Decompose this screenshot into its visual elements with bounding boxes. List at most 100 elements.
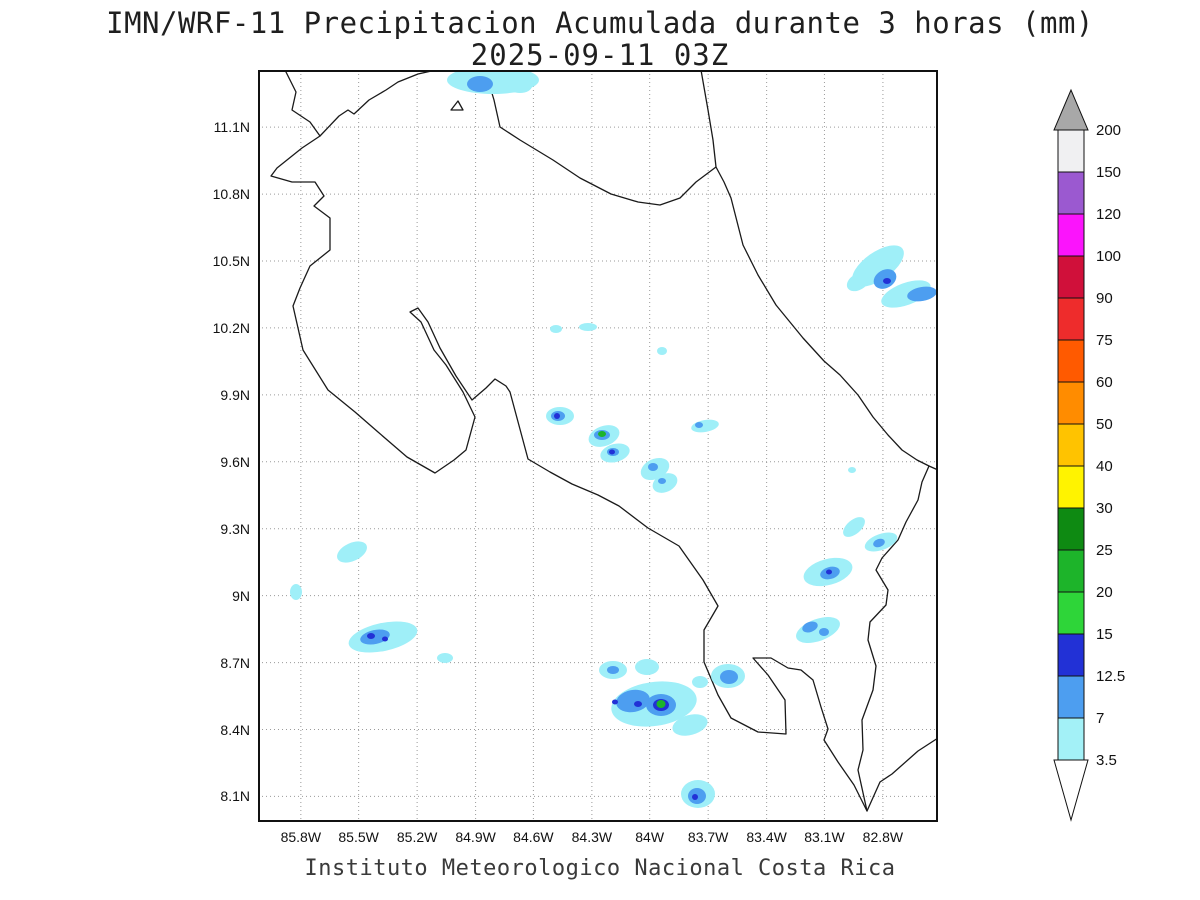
colorbar-segment bbox=[1057, 381, 1085, 425]
precip-cell-l1 bbox=[691, 419, 719, 433]
precip-cell-l1 bbox=[846, 272, 870, 292]
precip-cell-l2 bbox=[819, 628, 829, 636]
longitude-tick-label: 83.4W bbox=[746, 829, 787, 845]
precip-cell-l1 bbox=[550, 325, 562, 333]
coastline-path bbox=[857, 465, 930, 812]
coastline-path bbox=[700, 70, 938, 471]
colorbar-tick-label: 40 bbox=[1096, 458, 1113, 475]
longitude-tick-label: 84W bbox=[635, 829, 665, 845]
precip-cell-g bbox=[656, 700, 666, 708]
precip-cell-l1 bbox=[672, 714, 708, 736]
precip-cell-l3 bbox=[692, 794, 698, 800]
coastline-path bbox=[270, 70, 938, 812]
colorbar-segment bbox=[1057, 675, 1085, 719]
colorbar-segment bbox=[1057, 465, 1085, 509]
colorbar-tick-label: 60 bbox=[1096, 374, 1113, 391]
precip-cell-l3 bbox=[554, 413, 560, 419]
longitude-tick-label: 84.3W bbox=[571, 829, 613, 845]
precip-cell-l2 bbox=[695, 422, 703, 428]
longitude-tick-label: 85.2W bbox=[396, 829, 438, 845]
colorbar-tick-label: 20 bbox=[1096, 584, 1113, 601]
colorbar-segment bbox=[1057, 297, 1085, 341]
colorbar-tick-label: 75 bbox=[1096, 332, 1113, 349]
precip-cell-l1 bbox=[657, 347, 667, 355]
precip-cell-l2 bbox=[616, 689, 650, 713]
colorbar-tick-label: 50 bbox=[1096, 416, 1113, 433]
precip-cell-l2 bbox=[720, 670, 738, 684]
colorbar-segment bbox=[1057, 171, 1085, 215]
colorbar-segment bbox=[1057, 507, 1085, 551]
colorbar-below-range-triangle bbox=[1053, 759, 1089, 822]
precip-cell-l3 bbox=[609, 449, 615, 455]
precip-cell-l3 bbox=[883, 278, 891, 284]
longitude-tick-label: 83.1W bbox=[804, 829, 845, 845]
longitude-tick-label: 84.6W bbox=[513, 829, 554, 845]
precip-cell-l1 bbox=[848, 467, 856, 473]
precip-cell-l3 bbox=[382, 636, 388, 642]
colorbar-tick-label: 150 bbox=[1096, 164, 1121, 181]
coastline-path bbox=[450, 100, 464, 111]
colorbar-legend: 200 150 120 100 90 75 60 50 40 30 25 20 15 12.5 7 3.5 bbox=[1053, 88, 1125, 822]
precip-cell-l3 bbox=[826, 569, 832, 575]
latitude-tick-label: 10.5N bbox=[212, 253, 250, 269]
colorbar-tick-label: 3.5 bbox=[1096, 752, 1117, 769]
latitude-tick-label: 8.4N bbox=[220, 721, 250, 738]
longitude-tick-label: 82.8W bbox=[862, 829, 904, 845]
precip-cell-l1 bbox=[881, 280, 931, 308]
colorbar-tick-label: 120 bbox=[1096, 206, 1121, 223]
latitude-tick-label: 9.6N bbox=[220, 453, 250, 470]
precip-cell-l1 bbox=[692, 676, 708, 688]
precip-cell-g bbox=[598, 431, 606, 437]
coastline-path bbox=[319, 70, 437, 137]
colorbar-above-range-triangle bbox=[1053, 88, 1089, 131]
precip-cell-l1 bbox=[796, 617, 840, 643]
colorbar-segment bbox=[1057, 129, 1085, 173]
precip-cell-l1 bbox=[337, 541, 367, 563]
precip-cell-l2 bbox=[907, 286, 937, 302]
coastline-layer bbox=[270, 70, 938, 812]
precip-cell-l1 bbox=[437, 653, 453, 663]
latitude-tick-label: 10.2N bbox=[212, 319, 250, 336]
figure-title: IMN/WRF-11 Precipitacion Acumulada duran… bbox=[106, 6, 1094, 40]
colorbar-segment bbox=[1057, 255, 1085, 299]
precip-cell-l2 bbox=[802, 621, 818, 633]
latitude-tick-label: 8.1N bbox=[220, 788, 250, 805]
longitude-tick-label: 83.7W bbox=[687, 829, 729, 845]
map-plot-area bbox=[258, 70, 938, 822]
precip-cell-l2 bbox=[648, 463, 658, 471]
precip-cell-l3 bbox=[612, 699, 618, 705]
precip-cell-l1 bbox=[290, 584, 302, 600]
precip-cell-l1 bbox=[635, 659, 659, 675]
precip-cell-l2 bbox=[873, 538, 885, 548]
latitude-tick-label: 11.1N bbox=[213, 119, 250, 136]
precip-cell-l1 bbox=[843, 517, 865, 537]
precip-cell-l1 bbox=[652, 473, 678, 493]
colorbar-segment bbox=[1057, 633, 1085, 677]
colorbar-segment bbox=[1057, 717, 1085, 761]
colorbar-tick-label: 90 bbox=[1096, 290, 1113, 307]
figure-subtitle-datetime: 2025-09-11 03Z bbox=[470, 38, 730, 72]
colorbar-tick-label: 25 bbox=[1096, 542, 1113, 559]
longitude-tick-label: 85.8W bbox=[280, 829, 322, 845]
precip-cell-l2 bbox=[607, 666, 619, 674]
precip-cell-l2 bbox=[658, 478, 666, 484]
colorbar-segment bbox=[1057, 591, 1085, 635]
colorbar-segment bbox=[1057, 339, 1085, 383]
precip-cell-l3 bbox=[367, 633, 375, 639]
precip-cell-l3 bbox=[634, 701, 642, 707]
precipitation-layer bbox=[290, 70, 937, 808]
precip-cell-l1 bbox=[579, 323, 597, 331]
colorbar-tick-label: 7 bbox=[1096, 710, 1104, 727]
colorbar-segment bbox=[1057, 549, 1085, 593]
latitude-tick-label: 10.8N bbox=[212, 186, 250, 203]
precip-cell-l1 bbox=[508, 79, 532, 93]
colorbar-tick-label: 15 bbox=[1096, 626, 1113, 643]
figure-caption: Instituto Meteorologico Nacional Costa R… bbox=[304, 856, 896, 881]
latitude-tick-label: 9N bbox=[232, 587, 250, 604]
colorbar-tick-label: 30 bbox=[1096, 500, 1113, 517]
precip-cell-l2 bbox=[360, 629, 390, 645]
colorbar-tick-label: 12.5 bbox=[1096, 668, 1125, 685]
longitude-tick-label: 84.9W bbox=[455, 829, 496, 845]
precip-cell-l2 bbox=[467, 76, 493, 92]
